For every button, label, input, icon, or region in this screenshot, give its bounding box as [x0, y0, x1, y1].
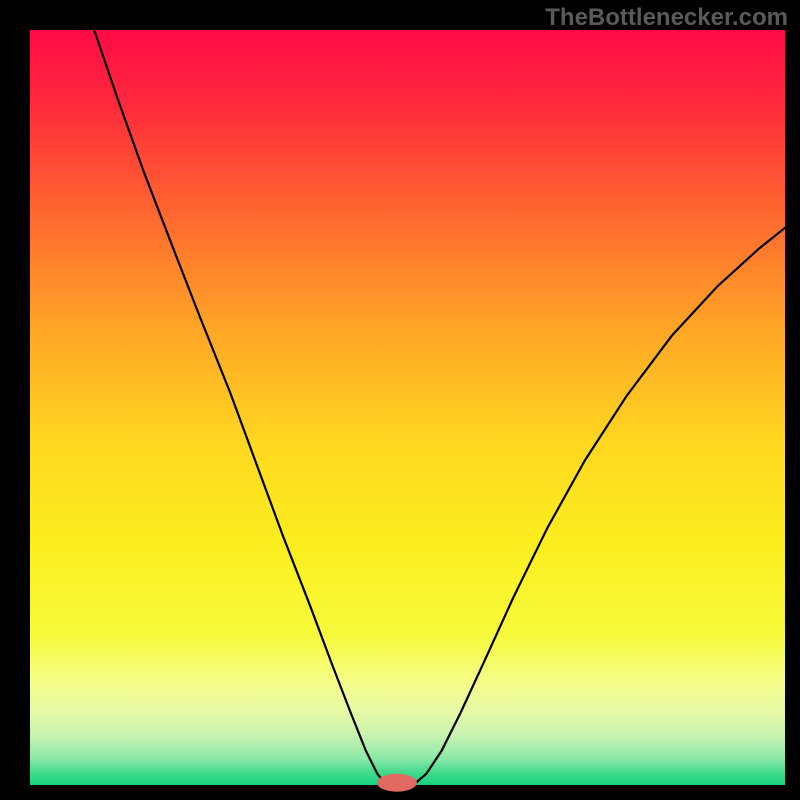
watermark-text: TheBottlenecker.com	[545, 4, 788, 32]
bottleneck-curve	[94, 30, 785, 785]
curve-layer	[0, 0, 800, 800]
chart-container: TheBottlenecker.com	[0, 0, 800, 800]
optimal-marker	[377, 774, 417, 792]
